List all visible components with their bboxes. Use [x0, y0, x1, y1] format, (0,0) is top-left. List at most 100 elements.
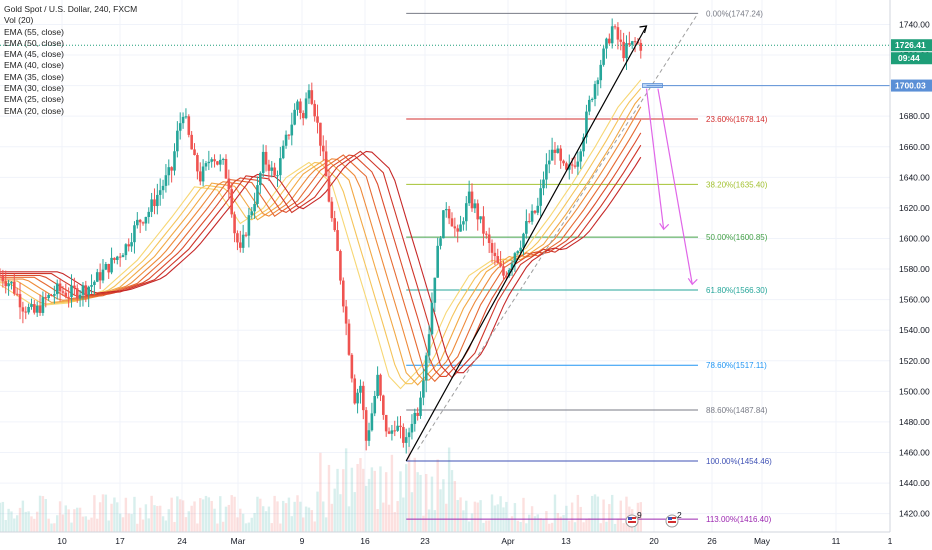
volume-bar	[0, 502, 2, 532]
volume-bar	[347, 506, 351, 532]
legend-ema-30[interactable]: EMA (30, close)	[4, 83, 64, 94]
volume-bar	[50, 523, 53, 532]
candle-body	[158, 190, 162, 195]
volume-bar	[462, 510, 465, 532]
volume-bar	[356, 463, 359, 532]
volume-bar	[639, 502, 642, 532]
marker-price-tag[interactable]: 1700.03	[891, 79, 932, 92]
candle-body	[127, 244, 131, 247]
candle-body	[44, 297, 48, 299]
candle-body	[470, 191, 474, 209]
volume-bars	[0, 445, 642, 532]
legend-ema-50[interactable]: EMA (50, close)	[4, 37, 64, 48]
candle-body	[473, 203, 477, 209]
volume-bar	[316, 491, 319, 532]
candle-body	[628, 43, 631, 45]
current-price-tag[interactable]: 1726.41	[891, 39, 932, 52]
volume-bar	[84, 516, 88, 532]
volume-bar	[90, 517, 93, 532]
candle-body	[622, 41, 625, 59]
candle-body	[593, 84, 597, 100]
legend-ema-55[interactable]: EMA (55, close)	[4, 26, 64, 37]
volume-bar	[613, 523, 617, 532]
projection-arrow[interactable]	[657, 88, 693, 285]
candle-body	[350, 354, 354, 379]
trend-line[interactable]	[405, 25, 648, 462]
volume-bar	[58, 501, 62, 532]
candle-body	[402, 427, 405, 443]
volume-bar	[387, 504, 391, 532]
candle-body	[413, 412, 417, 424]
price-axis[interactable]: 1740.001720.001700.001680.001660.001640.…	[889, 0, 932, 550]
legend-ema-35[interactable]: EMA (35, close)	[4, 71, 64, 82]
time-tick-label: 17	[115, 536, 125, 546]
candle-body	[599, 64, 603, 81]
volume-bar	[127, 513, 130, 532]
chart-drawings[interactable]	[0, 13, 890, 462]
price-tick-label: 1440.00	[899, 478, 930, 488]
legend-ema-40[interactable]: EMA (40, close)	[4, 60, 64, 71]
candle-body	[356, 392, 359, 404]
volume-bar	[104, 494, 108, 532]
volume-bar	[167, 509, 170, 532]
candle-body	[61, 291, 65, 293]
volume-bar	[227, 504, 231, 532]
volume-bar	[241, 513, 245, 532]
legend-ema-45[interactable]: EMA (45, close)	[4, 49, 64, 60]
candle-body	[227, 178, 231, 190]
volume-bar	[133, 496, 136, 532]
candle-body	[536, 205, 540, 213]
candle-body	[490, 243, 494, 253]
candle-body	[290, 124, 294, 136]
legend-title[interactable]: Gold Spot / U.S. Dollar, 240, FXCM	[4, 4, 138, 14]
volume-bar	[382, 502, 385, 532]
fib-level-label: 78.60%(1517.11)	[706, 361, 767, 370]
time-axis[interactable]: 10 17 24 Mar 9 16 23 Apr 13 20 26 May 11 1	[0, 531, 932, 550]
candle-body	[602, 48, 605, 65]
volume-bar	[296, 495, 299, 532]
candle-body	[333, 218, 336, 231]
candle-body	[307, 90, 311, 99]
volume-bar	[568, 520, 571, 532]
candle-body	[639, 42, 643, 51]
volume-bar	[199, 498, 202, 532]
volume-bar	[342, 469, 345, 532]
volume-bar	[35, 511, 39, 532]
candle-body	[304, 98, 308, 119]
volume-bar	[344, 448, 348, 532]
candle-body	[41, 297, 45, 313]
time-tick-label: 9	[300, 536, 305, 546]
candle-body	[453, 226, 457, 229]
legend-volume[interactable]: Vol (20)	[4, 15, 34, 26]
volume-bar	[184, 517, 188, 532]
channel-line-dashed[interactable]	[417, 13, 699, 450]
candle-body	[58, 283, 62, 292]
volume-bar	[573, 522, 577, 532]
volume-bar	[70, 522, 73, 532]
candle-body	[530, 210, 534, 222]
volume-bar	[407, 445, 411, 532]
candle-body	[253, 203, 256, 212]
time-tick-label: Apr	[501, 536, 514, 546]
fibonacci-retracement[interactable]: 0.00%(1747.24) 23.60%(1678.14) 38.20%(1635…	[406, 9, 772, 524]
volume-bar	[327, 464, 331, 532]
candle-body	[10, 281, 13, 284]
legend-ema-25[interactable]: EMA (25, close)	[4, 94, 64, 105]
volume-bar	[279, 523, 282, 532]
volume-bar	[490, 494, 494, 532]
volume-bar	[93, 495, 96, 532]
volume-bar	[536, 514, 540, 532]
candle-body	[347, 323, 351, 355]
candle-body	[456, 228, 460, 232]
candle-body	[193, 149, 196, 156]
volume-bar	[545, 511, 548, 532]
price-tick-label: 1660.00	[899, 142, 930, 152]
fib-level-label: 100.00%(1454.46)	[706, 457, 772, 466]
projection-arrow[interactable]	[645, 88, 665, 230]
volume-bar	[302, 517, 305, 532]
candle-body	[567, 164, 571, 170]
legend-ema-20[interactable]: EMA (20, close)	[4, 105, 64, 116]
